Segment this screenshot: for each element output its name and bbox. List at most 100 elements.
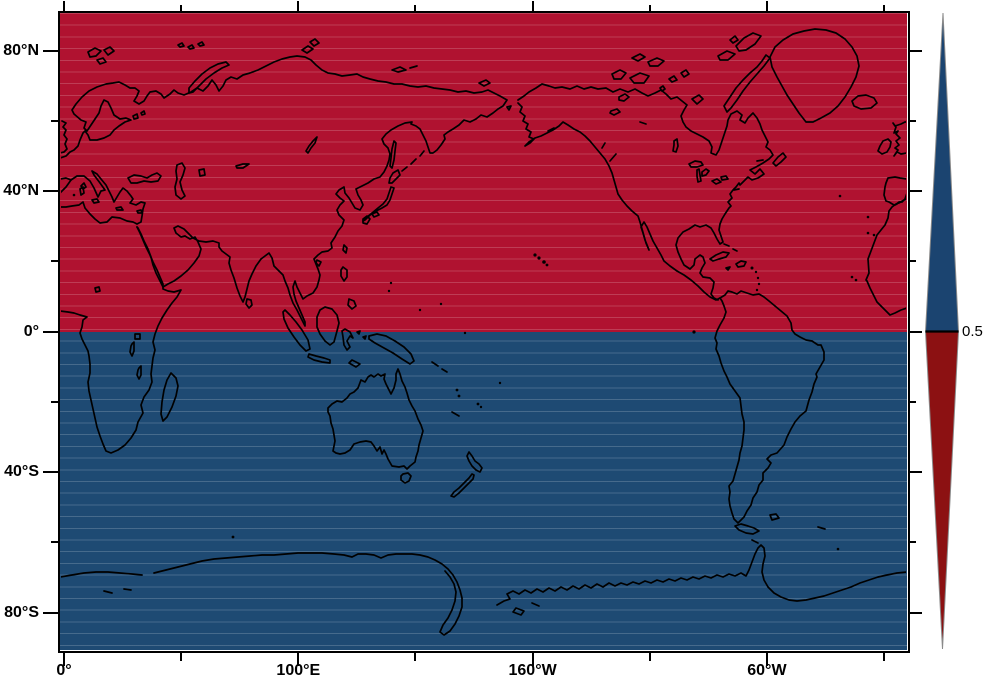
- x-tick-label: 0°: [56, 662, 72, 679]
- coastline-mindanao: [347, 298, 357, 310]
- coastline-luzon: [340, 266, 348, 282]
- y-major-tick-left: [43, 471, 60, 473]
- south-georgia-dash: [817, 526, 826, 530]
- coastline-kodiak: [547, 127, 555, 132]
- coastline-antarctica-east: [496, 544, 906, 606]
- coastline-africa-east: [61, 226, 182, 454]
- coastline-novaya-zemlya: [188, 61, 230, 94]
- coastline-melville: [647, 57, 665, 67]
- island-cuba: [709, 251, 730, 262]
- coastline-honshu: [362, 186, 395, 222]
- coastline-eurasia-main: [61, 55, 508, 327]
- x-major-tick-top: [297, 1, 300, 13]
- x-major-tick-bottom: [765, 651, 768, 666]
- lake-superior: [688, 160, 704, 168]
- lake-aral: [198, 168, 206, 177]
- lake-winnipeg: [672, 138, 679, 153]
- lake-balkhash: [235, 163, 250, 169]
- lake-malawi: [136, 365, 142, 380]
- island-hispaniola: [735, 260, 747, 268]
- lake-chad: [94, 286, 101, 293]
- coastline-falklands: [769, 513, 780, 521]
- coastline-victoria-island: [629, 72, 650, 84]
- x-major-tick-top: [765, 1, 768, 13]
- x-minor-tick-bottom: [883, 651, 886, 661]
- island-jamaica: [725, 266, 731, 271]
- y-minor-tick-right: [908, 119, 916, 122]
- coastline-sri-lanka: [245, 298, 253, 309]
- x-minor-tick-bottom: [414, 651, 417, 661]
- coastline-madagascar: [160, 372, 179, 422]
- y-tick-label: 80°S: [4, 603, 39, 621]
- coastline-severnaya-zemlya: [301, 38, 320, 54]
- coastline-long-island: [733, 188, 740, 191]
- coastline-north-america-pacific: [517, 102, 721, 301]
- south-shetland-dash: [751, 539, 759, 544]
- coastline-hokkaido: [388, 169, 401, 184]
- lake-great-slave: [609, 108, 621, 116]
- y-major-tick-left: [43, 611, 60, 614]
- coastline-newfoundland: [772, 152, 787, 167]
- lake-tanganyika: [129, 341, 135, 357]
- y-tick-label: 40°N: [3, 182, 39, 199]
- coastline-sakhalin: [389, 140, 397, 169]
- coastline-sumatra: [282, 309, 311, 352]
- lake-erie: [711, 178, 722, 185]
- colorbar-threshold-label: 0.5: [962, 323, 983, 340]
- coastline-java: [307, 353, 331, 364]
- x-minor-tick-top: [648, 5, 651, 13]
- x-tick-label: 100°E: [276, 662, 321, 679]
- colorbar-below-triangle: [924, 331, 960, 650]
- coastline-tasmania: [400, 472, 412, 484]
- y-major-tick-right: [908, 330, 922, 333]
- coastline-australia: [327, 368, 424, 470]
- y-major-tick-right: [908, 471, 922, 473]
- coastline-new-guinea: [368, 333, 415, 365]
- coastline-hainan: [315, 259, 322, 267]
- coastline-somerset: [680, 69, 690, 78]
- x-tick-label: 60°W: [747, 662, 787, 679]
- coastline-britain-east: [61, 120, 68, 154]
- lake-onega: [140, 110, 146, 116]
- lake-michigan: [696, 168, 702, 183]
- y-major-tick-left: [43, 190, 60, 192]
- coastline-baffin: [723, 54, 771, 113]
- y-minor-tick-right: [908, 400, 916, 403]
- y-minor-tick-left: [51, 400, 60, 403]
- coastline-franz-josef: [177, 41, 205, 50]
- north-fill: [60, 13, 907, 332]
- lake-victoria: [134, 333, 141, 340]
- island-new-caledonia: [451, 411, 460, 417]
- y-minor-tick-left: [51, 260, 60, 263]
- lake-huron: [701, 168, 710, 177]
- coastline-moluccas: [356, 330, 367, 340]
- south-fill: [60, 331, 907, 650]
- x-minor-tick-top: [414, 5, 417, 13]
- y-major-tick-right: [908, 611, 922, 614]
- coastline-banks: [611, 69, 627, 80]
- coastline-new-siberian: [391, 65, 418, 73]
- y-minor-tick-right: [908, 541, 916, 544]
- coastline-nz-south-island: [450, 473, 475, 498]
- lake-athabasca: [639, 121, 647, 125]
- island-solomons: [431, 361, 448, 373]
- coastline-north-america-arctic-atlantic: [517, 83, 774, 301]
- coastline-ellesmere: [735, 32, 762, 52]
- y-major-tick-left: [43, 330, 60, 333]
- coastline-vancouver-island: [609, 153, 617, 162]
- lake-caspian: [174, 162, 186, 200]
- y-minor-tick-right: [908, 260, 916, 263]
- island-crete: [115, 206, 124, 211]
- coastline-axel-heiberg: [729, 35, 739, 44]
- y-major-tick-right: [908, 49, 922, 52]
- lake-great-bear: [618, 93, 630, 102]
- coastline-svalbard: [87, 46, 115, 65]
- lake-black-sea: [127, 172, 162, 184]
- y-tick-label: 40°S: [4, 463, 39, 480]
- coastline-britain-west: [892, 121, 906, 157]
- y-major-tick-right: [908, 190, 922, 192]
- y-minor-tick-left: [51, 119, 60, 122]
- x-major-tick-top: [63, 1, 65, 13]
- coastline-borneo: [316, 306, 340, 346]
